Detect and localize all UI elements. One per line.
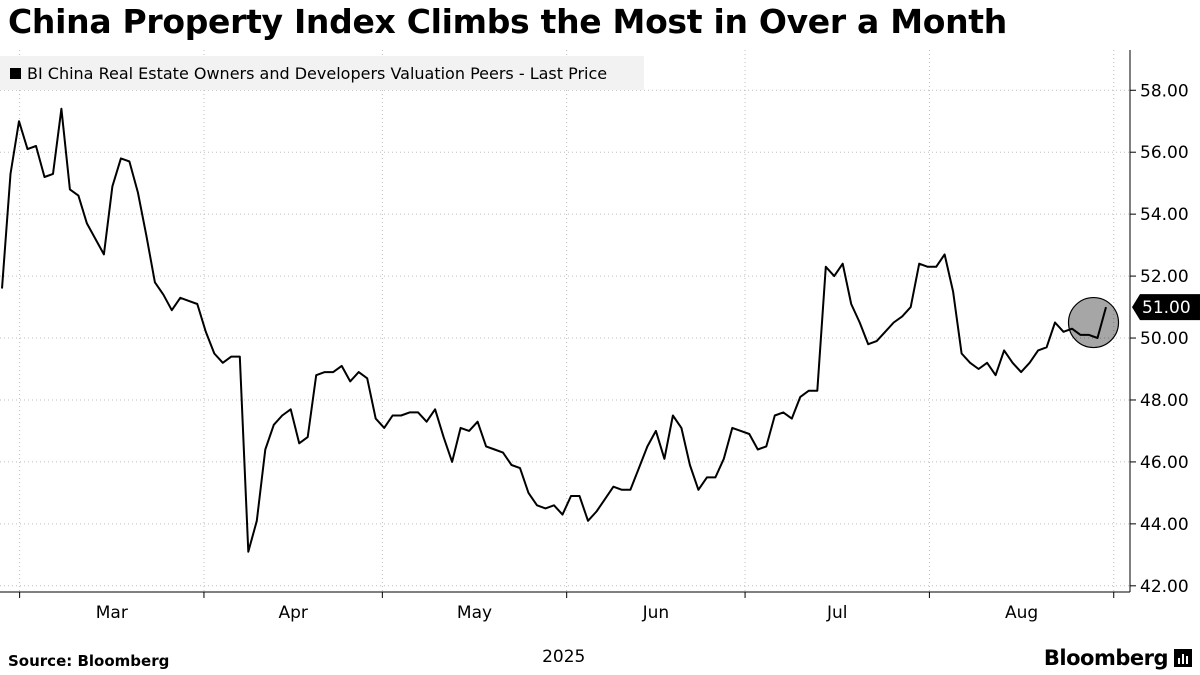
x-month-label: Jul xyxy=(826,603,848,623)
last-price-tag: 51.00 xyxy=(1132,294,1200,321)
y-gridlines xyxy=(0,89,1130,587)
source-note: Source: Bloomberg xyxy=(8,652,170,670)
y-tick-label: 56.00 xyxy=(1140,143,1189,163)
x-month-label: Mar xyxy=(96,603,128,623)
x-gridlines xyxy=(19,50,1115,592)
y-tick-label: 46.00 xyxy=(1140,453,1189,473)
y-tick-label: 58.00 xyxy=(1140,81,1189,101)
x-axis-year-label: 2025 xyxy=(542,647,585,667)
legend-label: BI China Real Estate Owners and Develope… xyxy=(27,63,608,83)
y-tick-label: 50.00 xyxy=(1140,329,1189,349)
y-tick-label: 52.00 xyxy=(1140,267,1189,287)
legend: BI China Real Estate Owners and Develope… xyxy=(0,56,644,90)
series-line xyxy=(1,107,1107,553)
x-month-label: Jun xyxy=(642,603,670,623)
y-tick-label: 54.00 xyxy=(1140,205,1189,225)
legend-swatch xyxy=(10,67,21,79)
chart-title: China Property Index Climbs the Most in … xyxy=(8,2,1007,41)
x-month-label: Apr xyxy=(278,603,307,623)
y-tick-label: 42.00 xyxy=(1140,577,1189,597)
y-axis-ticks: 42.00 44.00 46.00 48.00 50.00 52.00 54.00 56.00… xyxy=(1130,81,1189,597)
y-tick-label: 48.00 xyxy=(1140,391,1189,411)
last-price-label: 51.00 xyxy=(1142,298,1191,318)
x-axis-ticks: Mar Apr May Jun Jul Aug xyxy=(19,592,1115,623)
x-month-label: Aug xyxy=(1005,603,1038,623)
brand-name: Bloomberg xyxy=(1043,646,1169,670)
brand-logo: Bloomberg xyxy=(1044,646,1192,670)
x-month-label: May xyxy=(457,603,492,623)
latest-highlight-circle xyxy=(1067,296,1120,349)
y-tick-label: 44.00 xyxy=(1140,515,1189,535)
bloomberg-terminal-icon xyxy=(1174,649,1192,667)
